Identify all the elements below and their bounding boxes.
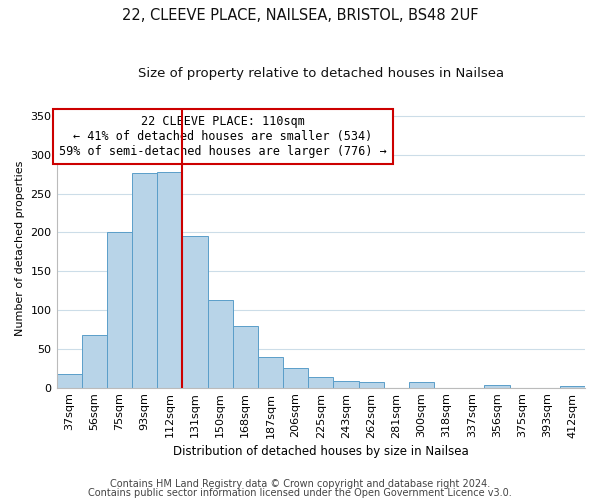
Bar (132, 172, 157, 388)
X-axis label: Distribution of detached houses by size in Nailsea: Distribution of detached houses by size … (173, 444, 469, 458)
Text: Contains public sector information licensed under the Open Government Licence v3: Contains public sector information licen… (88, 488, 512, 498)
Bar (359, 382, 383, 388)
Bar (157, 172, 182, 388)
Text: 22 CLEEVE PLACE: 110sqm
← 41% of detached houses are smaller (534)
59% of semi-d: 22 CLEEVE PLACE: 110sqm ← 41% of detache… (59, 115, 387, 158)
Bar (409, 382, 434, 388)
Y-axis label: Number of detached properties: Number of detached properties (15, 160, 25, 336)
Bar (56, 374, 82, 388)
Bar (560, 386, 585, 388)
Bar (208, 300, 233, 388)
Bar (334, 382, 359, 388)
Bar (308, 377, 334, 388)
Text: Contains HM Land Registry data © Crown copyright and database right 2024.: Contains HM Land Registry data © Crown c… (110, 479, 490, 489)
Title: Size of property relative to detached houses in Nailsea: Size of property relative to detached ho… (138, 68, 504, 80)
Text: 22, CLEEVE PLACE, NAILSEA, BRISTOL, BS48 2UF: 22, CLEEVE PLACE, NAILSEA, BRISTOL, BS48… (122, 8, 478, 22)
Bar (283, 368, 308, 388)
Bar (82, 335, 107, 388)
Bar (182, 236, 208, 388)
Bar (484, 386, 509, 388)
Bar (233, 326, 258, 388)
Bar (107, 232, 132, 388)
Bar (258, 356, 283, 388)
